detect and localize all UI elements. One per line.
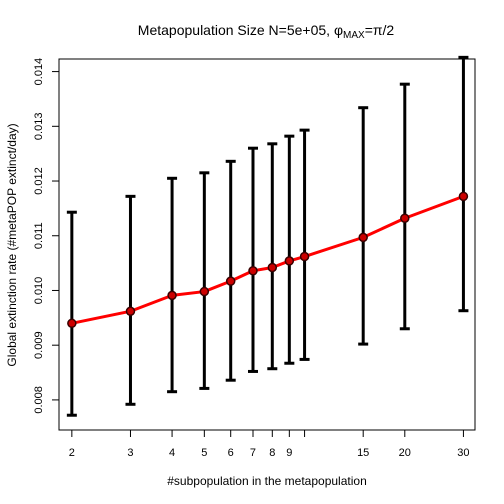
plot-frame — [58, 58, 476, 431]
data-point — [400, 213, 410, 223]
x-tick-label: 3 — [127, 447, 133, 459]
y-tick-label: 0.014 — [33, 58, 45, 86]
x-axis-label: #subpopulation in the metapopulation — [167, 474, 367, 488]
y-tick-label: 0.011 — [33, 222, 45, 249]
data-point — [284, 256, 295, 266]
y-tick-label: 0.013 — [33, 113, 45, 141]
data-point — [225, 276, 236, 286]
x-tick-label: 2 — [69, 447, 75, 459]
x-tick-label: 4 — [169, 447, 175, 459]
x-tick-label: 6 — [228, 447, 234, 459]
x-tick-label: 8 — [269, 447, 275, 459]
data-point — [358, 232, 368, 243]
data-point — [125, 306, 136, 317]
y-tick-label: 0.009 — [33, 331, 45, 359]
series-line — [71, 194, 464, 325]
x-tick-label: 15 — [357, 447, 369, 459]
data-point — [67, 318, 77, 329]
x-tick-label: 7 — [250, 447, 256, 459]
y-tick-label: 0.008 — [33, 386, 45, 414]
x-tick-label: 20 — [399, 447, 411, 459]
plot-area: 2 3 4 5 6 7 8 9 15 20 30 0.008 0.009 0.010 0.011 0.012 0… — [33, 55, 476, 459]
chart-title: Metapopulation Size N=5e+05, φMAX=π/2 — [138, 22, 395, 41]
data-point — [458, 191, 469, 202]
x-tick-label: 9 — [286, 447, 292, 459]
data-point — [299, 251, 310, 262]
y-tick-label: 0.012 — [33, 167, 45, 195]
data-point — [199, 286, 210, 297]
data-point — [167, 290, 177, 301]
data-point — [267, 262, 278, 273]
data-point — [248, 266, 258, 276]
y-axis-label: Global extinction rate (#metaPOP extinct… — [5, 123, 19, 366]
y-tick-label: 0.010 — [33, 277, 45, 305]
x-tick-label: 30 — [457, 447, 469, 459]
x-tick-label: 5 — [201, 447, 207, 459]
